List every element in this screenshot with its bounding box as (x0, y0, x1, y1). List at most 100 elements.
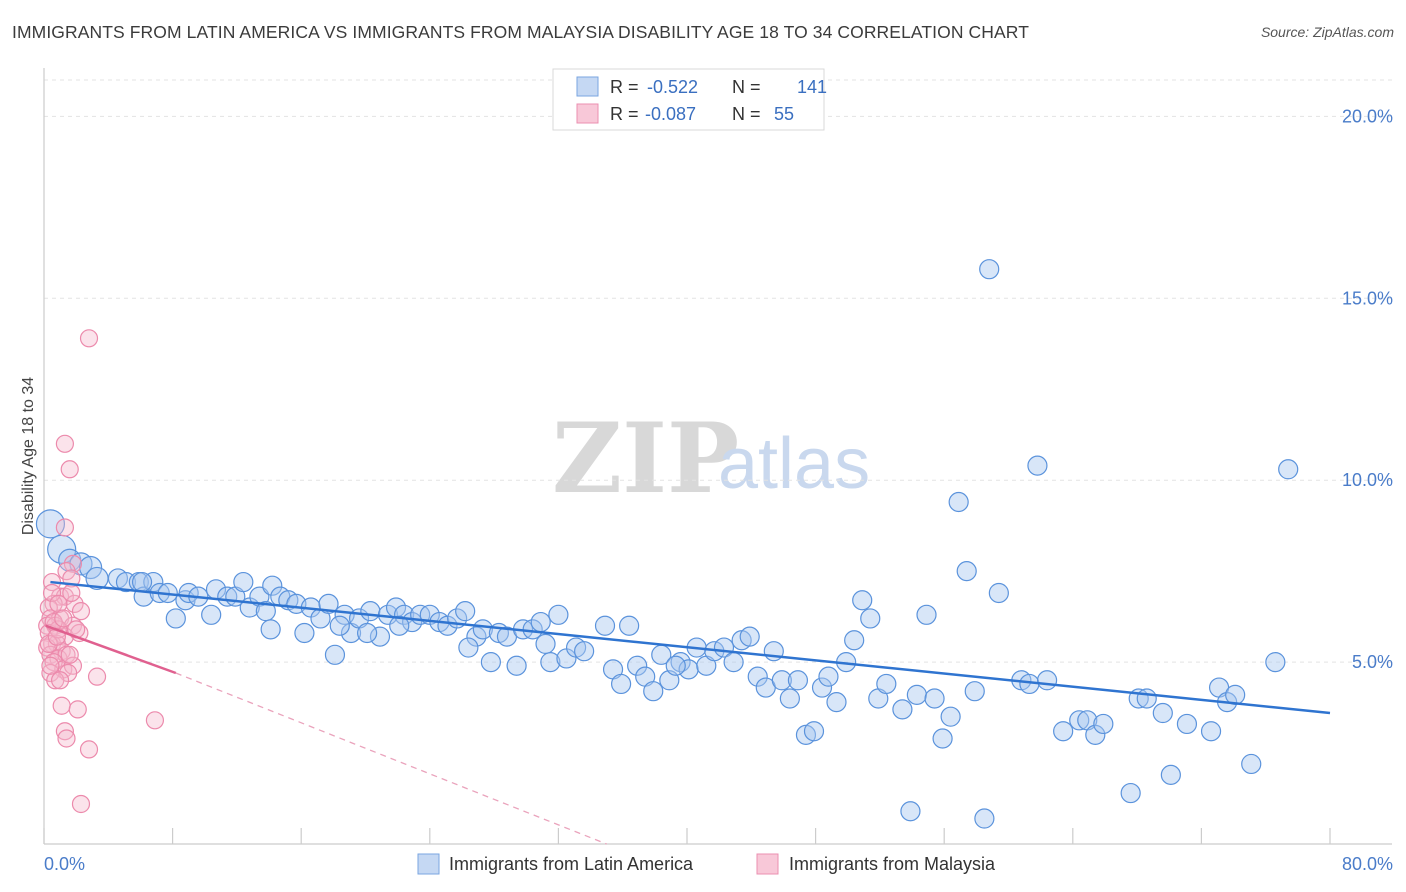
data-point-latin-america (892, 699, 913, 720)
data-point-latin-america (1027, 455, 1048, 476)
data-point-latin-america (329, 615, 350, 636)
data-point-malaysia (54, 609, 73, 628)
y-tick-label: 20.0% (1342, 106, 1393, 126)
data-point-latin-america (357, 622, 378, 644)
trendline-malaysia-extended (175, 672, 607, 845)
data-point-malaysia (79, 329, 99, 348)
series-legend: Immigrants from Latin America Immigrants… (417, 853, 996, 875)
trendlines (45, 580, 1331, 845)
data-point-latin-america (233, 571, 254, 593)
data-point-latin-america (627, 655, 648, 676)
data-point-latin-america (574, 641, 595, 662)
data-point-malaysia (55, 518, 74, 537)
data-point-latin-america (771, 670, 792, 691)
data-point-latin-america (480, 651, 501, 673)
data-point-latin-america (988, 582, 1009, 604)
data-point-latin-america (165, 608, 186, 629)
data-point-latin-america (900, 801, 921, 822)
data-point-latin-america (610, 673, 632, 695)
data-point-latin-america (360, 601, 381, 622)
legend-r-value-2: -0.087 (645, 104, 696, 124)
data-point-latin-america (260, 619, 281, 640)
data-point-latin-america (747, 666, 768, 687)
data-point-latin-america (262, 575, 283, 596)
data-point-latin-america (739, 626, 760, 647)
data-point-malaysia (71, 794, 91, 814)
legend-n-value-2: 55 (774, 104, 794, 124)
data-point-latin-america (318, 593, 339, 614)
data-point-latin-america (803, 721, 825, 742)
y-tick-label: 10.0% (1342, 470, 1393, 490)
data-point-latin-america (294, 622, 315, 644)
data-point-malaysia (42, 583, 62, 603)
data-point-malaysia (87, 667, 107, 686)
legend-r-value-1: -0.522 (647, 77, 698, 97)
data-point-latin-america (906, 684, 927, 705)
data-point-latin-america (811, 677, 833, 698)
data-point-latin-america (455, 601, 476, 622)
data-point-latin-america (1278, 459, 1299, 480)
data-point-malaysia (41, 656, 60, 675)
data-point-latin-america (665, 655, 686, 676)
axes (43, 68, 1392, 845)
legend-r-label-2: R = (610, 104, 639, 124)
data-point-latin-america (1085, 724, 1106, 745)
series-legend-label-latin-america: Immigrants from Latin America (449, 854, 694, 874)
data-point-malaysia (65, 594, 84, 613)
series-legend-swatch-blue (417, 853, 440, 875)
legend-n-value-1: 141 (797, 77, 827, 97)
stats-legend: R = -0.522 N = 141 R = -0.087 N = 55 (552, 68, 827, 131)
data-point-latin-america (1200, 721, 1222, 742)
data-point-malaysia (63, 554, 83, 573)
data-point-latin-america (964, 681, 985, 702)
data-point-malaysia (145, 711, 165, 730)
data-point-latin-america (979, 259, 1000, 280)
data-point-latin-america (1152, 702, 1173, 724)
y-tick-label: 5.0% (1352, 652, 1393, 672)
data-point-latin-america (458, 637, 479, 658)
data-point-latin-america (1036, 670, 1058, 691)
data-point-latin-america (1120, 782, 1141, 804)
data-point-malaysia (71, 602, 91, 621)
data-point-malaysia (57, 729, 76, 748)
data-point-latin-america (787, 670, 809, 691)
data-point-latin-america (79, 555, 103, 580)
data-point-malaysia (55, 434, 74, 453)
data-point-malaysia (79, 740, 99, 759)
watermark-atlas: atlas (718, 424, 870, 504)
data-point-latin-america (818, 666, 839, 687)
chart-title: IMMIGRANTS FROM LATIN AMERICA VS IMMIGRA… (12, 22, 1029, 42)
data-point-latin-america (723, 651, 744, 673)
data-point-latin-america (594, 615, 616, 636)
data-point-latin-america (1093, 713, 1114, 735)
data-point-latin-america (1160, 764, 1181, 785)
data-point-latin-america (932, 728, 953, 749)
data-point-latin-america (940, 706, 961, 727)
data-point-latin-america (924, 688, 945, 709)
data-point-latin-america (779, 688, 800, 709)
series-legend-swatch-pink (756, 853, 779, 875)
legend-r-label-1: R = (610, 77, 639, 97)
legend-n-label-1: N = (732, 77, 761, 97)
tick-labels: 5.0% 10.0% 15.0% 20.0% 0.0% 80.0% (44, 106, 1393, 874)
data-point-latin-america (548, 604, 569, 625)
data-point-latin-america (876, 673, 897, 695)
data-point-latin-america (535, 633, 556, 655)
data-point-latin-america (860, 608, 881, 629)
data-point-latin-america (1176, 713, 1198, 735)
data-point-latin-america (530, 611, 551, 633)
y-axis-label: Disability Age 18 to 34 (20, 377, 37, 535)
source-credit: Source: ZipAtlas.com (1260, 24, 1394, 40)
data-point-malaysia (49, 594, 68, 613)
data-point-latin-america (916, 604, 937, 625)
data-point-latin-america (1241, 753, 1262, 775)
legend-n-label-2: N = (732, 104, 761, 124)
data-point-malaysia (46, 671, 65, 690)
data-point-latin-america (826, 692, 847, 713)
series-legend-label-malaysia: Immigrants from Malaysia (789, 854, 996, 874)
data-point-latin-america (1265, 651, 1286, 673)
data-point-latin-america (844, 630, 865, 651)
data-point-latin-america (369, 626, 391, 647)
data-point-latin-america (324, 644, 346, 665)
